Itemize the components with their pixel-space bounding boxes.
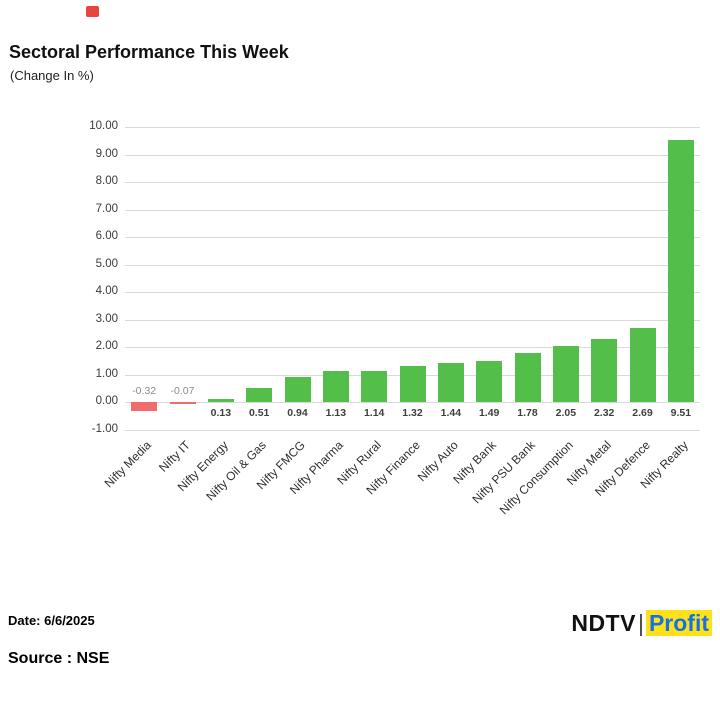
y-tick-label: 5.00	[95, 257, 118, 270]
bar-value-label: 1.32	[402, 407, 423, 420]
bar-value-label: 1.44	[440, 407, 462, 420]
bar-value-label: 1.13	[325, 407, 347, 420]
y-tick-label: 1.00	[95, 367, 118, 380]
bar	[246, 388, 273, 403]
chart-subtitle: (Change In %)	[10, 68, 94, 83]
bar-value-label: 2.32	[593, 407, 615, 420]
bar	[322, 371, 349, 403]
y-tick-label: 4.00	[95, 285, 118, 298]
bar-value-label: 0.94	[287, 407, 308, 420]
bar	[667, 140, 694, 403]
date-label: Date: 6/6/2025	[8, 613, 95, 628]
bar-value-label: 9.51	[670, 407, 692, 420]
gridline	[125, 319, 700, 321]
bar	[629, 328, 656, 403]
gridline	[125, 237, 700, 239]
bar-chart: 10.00 9.00 8.00 7.00 6.00 5.00 4.00 3.00 2.00 1.0…	[89, 120, 700, 517]
gridline	[125, 292, 700, 294]
gridline	[125, 264, 700, 266]
bar-value-label: 2.69	[632, 407, 653, 420]
chart-title: Sectoral Performance This Week	[9, 42, 289, 62]
bar-value-label: -0.07	[170, 385, 195, 398]
bar	[476, 361, 503, 403]
bar-value-label: 0.51	[248, 407, 270, 420]
logo-ndtv-text: NDTV	[571, 610, 636, 636]
y-tick-label: 0.00	[95, 395, 118, 408]
bar	[591, 338, 618, 403]
bar	[437, 362, 464, 403]
gridline	[125, 347, 700, 349]
logo-profit-text: Profit	[645, 610, 712, 636]
bar-value-label: 1.78	[517, 407, 538, 420]
bar-value-label: 2.05	[555, 407, 577, 420]
bar	[361, 371, 388, 403]
gridline	[125, 430, 700, 431]
y-tick-label: 2.00	[95, 340, 118, 353]
logo-separator: |	[637, 610, 644, 636]
y-tick-label: -1.00	[91, 423, 118, 435]
y-tick-label: 8.00	[95, 175, 118, 188]
y-tick-label: 6.00	[95, 230, 118, 243]
bar	[207, 398, 234, 403]
gridline	[125, 154, 700, 156]
y-tick-label: 3.00	[95, 312, 118, 325]
bar	[514, 353, 541, 403]
source-label: Source : NSE	[8, 650, 110, 667]
y-tick-label: 9.00	[95, 147, 118, 160]
y-tick-label: 10.00	[89, 120, 118, 132]
ndtv-profit-logo: NDTV| Profit	[571, 610, 712, 637]
y-tick-label: 7.00	[95, 202, 118, 215]
gridline	[125, 402, 700, 404]
bar-value-label: -0.32	[132, 385, 157, 398]
bar	[399, 366, 426, 403]
gridline	[125, 182, 700, 184]
red-marker-icon	[86, 6, 99, 17]
gridline	[125, 127, 700, 128]
bar-value-label: 1.49	[478, 407, 500, 420]
bar-value-label: 1.14	[363, 407, 385, 420]
bar-value-label: 0.13	[210, 407, 232, 420]
gridline	[125, 209, 700, 211]
bar	[284, 376, 311, 403]
bar	[131, 402, 158, 412]
bar	[552, 345, 579, 403]
bar	[169, 402, 196, 405]
